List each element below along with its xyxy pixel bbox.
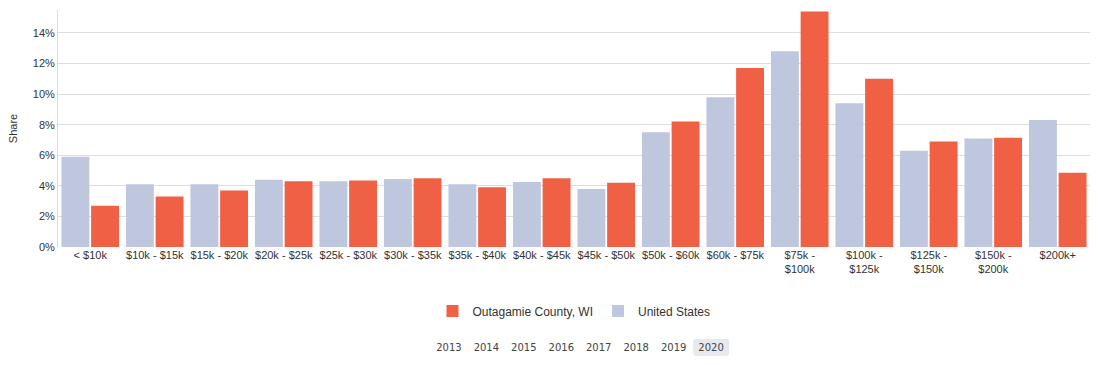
svg-text:$30k - $35k: $30k - $35k: [384, 249, 442, 261]
svg-text:$75k -$100k: $75k -$100k: [784, 249, 815, 275]
svg-text:12%: 12%: [33, 57, 55, 69]
svg-text:$35k - $40k: $35k - $40k: [449, 249, 507, 261]
html-text:2017: 2017: [586, 342, 612, 353]
svg-text:$60k - $75k: $60k - $75k: [707, 249, 765, 261]
svg-text:Outagamie County, WI: Outagamie County, WI: [473, 305, 594, 319]
svg-text:$40k - $45k: $40k - $45k: [513, 249, 571, 261]
html-text:2015: 2015: [511, 342, 537, 353]
svg-text:$25k - $30k: $25k - $30k: [320, 249, 378, 261]
svg-text:8%: 8%: [39, 119, 55, 131]
html-text:2019: 2019: [660, 342, 687, 353]
svg-text:6%: 6%: [39, 149, 55, 161]
svg-text:< $10k: < $10k: [74, 249, 108, 261]
html-text:2016: 2016: [548, 342, 574, 353]
svg-text:$50k - $60k: $50k - $60k: [642, 249, 700, 261]
svg-text:$100k -$125k: $100k -$125k: [846, 249, 883, 275]
html-text:2014: 2014: [473, 342, 500, 353]
svg-text:10%: 10%: [33, 88, 55, 100]
svg-text:United States: United States: [638, 305, 710, 319]
svg-text:$20k - $25k: $20k - $25k: [255, 249, 313, 261]
svg-text:$200k+: $200k+: [1040, 249, 1076, 261]
svg-text:2%: 2%: [39, 210, 55, 222]
svg-text:0%: 0%: [39, 241, 55, 253]
html-text:2020: 2020: [698, 342, 724, 353]
svg-text:$125k -$150k: $125k -$150k: [910, 249, 947, 275]
html-text:2013: 2013: [436, 342, 462, 353]
svg-text:$150k -$200k: $150k -$200k: [975, 249, 1012, 275]
svg-text:14%: 14%: [33, 27, 55, 39]
svg-text:$10k - $15k: $10k - $15k: [126, 249, 184, 261]
svg-text:Share: Share: [7, 114, 19, 143]
svg-text:4%: 4%: [39, 180, 55, 192]
svg-text:$15k - $20k: $15k - $20k: [191, 249, 249, 261]
svg-text:$45k - $50k: $45k - $50k: [578, 249, 636, 261]
html-text:2018: 2018: [623, 342, 649, 353]
